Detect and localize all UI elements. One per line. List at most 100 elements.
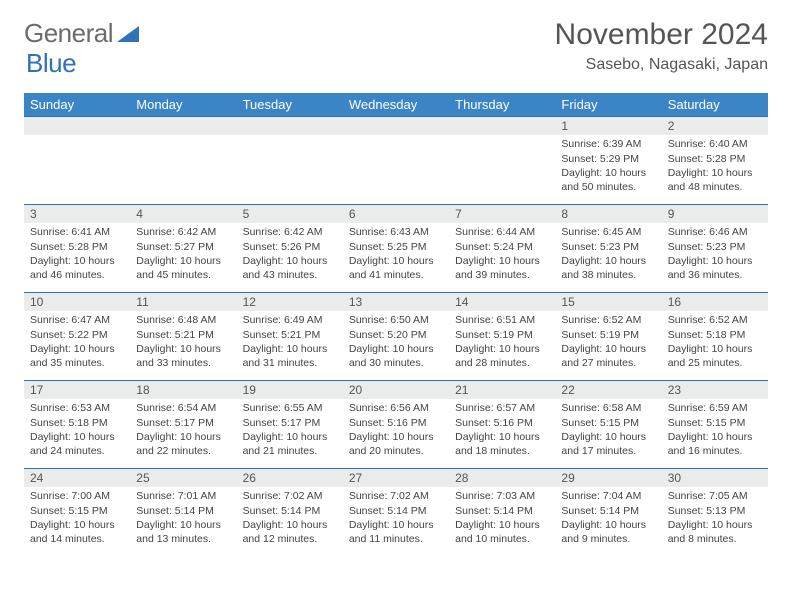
- sunrise-line: Sunrise: 6:42 AM: [243, 226, 323, 238]
- day-number: 12: [237, 293, 343, 311]
- daylight-line: Daylight: 10 hours and 38 minutes.: [561, 255, 646, 281]
- day-number: 23: [662, 381, 768, 399]
- sunrise-line: Sunrise: 6:55 AM: [243, 402, 323, 414]
- sunrise-line: Sunrise: 6:50 AM: [349, 314, 429, 326]
- sunrise-line: Sunrise: 6:51 AM: [455, 314, 535, 326]
- day-details: Sunrise: 7:05 AMSunset: 5:13 PMDaylight:…: [662, 487, 768, 550]
- calendar-day-cell: 10Sunrise: 6:47 AMSunset: 5:22 PMDayligh…: [24, 293, 130, 381]
- calendar-empty-cell: [24, 117, 130, 205]
- day-details: Sunrise: 6:47 AMSunset: 5:22 PMDaylight:…: [24, 311, 130, 374]
- calendar-day-cell: 3Sunrise: 6:41 AMSunset: 5:28 PMDaylight…: [24, 205, 130, 293]
- day-details: Sunrise: 7:02 AMSunset: 5:14 PMDaylight:…: [237, 487, 343, 550]
- sunrise-line: Sunrise: 7:01 AM: [136, 490, 216, 502]
- day-number: 9: [662, 205, 768, 223]
- day-number: 2: [662, 117, 768, 135]
- day-number: 28: [449, 469, 555, 487]
- day-number: 11: [130, 293, 236, 311]
- day-number: 4: [130, 205, 236, 223]
- sunset-line: Sunset: 5:19 PM: [561, 329, 639, 341]
- calendar-empty-cell: [237, 117, 343, 205]
- sunrise-line: Sunrise: 6:53 AM: [30, 402, 110, 414]
- calendar-day-cell: 17Sunrise: 6:53 AMSunset: 5:18 PMDayligh…: [24, 381, 130, 469]
- day-details: Sunrise: 6:51 AMSunset: 5:19 PMDaylight:…: [449, 311, 555, 374]
- sunset-line: Sunset: 5:22 PM: [30, 329, 108, 341]
- weekday-header: Friday: [555, 93, 661, 117]
- calendar-day-cell: 13Sunrise: 6:50 AMSunset: 5:20 PMDayligh…: [343, 293, 449, 381]
- calendar-week-row: 17Sunrise: 6:53 AMSunset: 5:18 PMDayligh…: [24, 381, 768, 469]
- day-details: Sunrise: 6:50 AMSunset: 5:20 PMDaylight:…: [343, 311, 449, 374]
- daylight-line: Daylight: 10 hours and 39 minutes.: [455, 255, 540, 281]
- sunrise-line: Sunrise: 6:57 AM: [455, 402, 535, 414]
- weekday-header: Sunday: [24, 93, 130, 117]
- calendar-day-cell: 24Sunrise: 7:00 AMSunset: 5:15 PMDayligh…: [24, 469, 130, 557]
- calendar-day-cell: 12Sunrise: 6:49 AMSunset: 5:21 PMDayligh…: [237, 293, 343, 381]
- day-details: Sunrise: 6:54 AMSunset: 5:17 PMDaylight:…: [130, 399, 236, 462]
- calendar-day-cell: 26Sunrise: 7:02 AMSunset: 5:14 PMDayligh…: [237, 469, 343, 557]
- day-number: 26: [237, 469, 343, 487]
- calendar-day-cell: 7Sunrise: 6:44 AMSunset: 5:24 PMDaylight…: [449, 205, 555, 293]
- sunset-line: Sunset: 5:16 PM: [455, 417, 533, 429]
- day-details: Sunrise: 7:00 AMSunset: 5:15 PMDaylight:…: [24, 487, 130, 550]
- weekday-header: Saturday: [662, 93, 768, 117]
- daylight-line: Daylight: 10 hours and 12 minutes.: [243, 519, 328, 545]
- sunset-line: Sunset: 5:19 PM: [455, 329, 533, 341]
- day-number: [24, 117, 130, 135]
- day-number: 15: [555, 293, 661, 311]
- calendar-week-row: 1Sunrise: 6:39 AMSunset: 5:29 PMDaylight…: [24, 117, 768, 205]
- daylight-line: Daylight: 10 hours and 35 minutes.: [30, 343, 115, 369]
- sunset-line: Sunset: 5:15 PM: [561, 417, 639, 429]
- day-number: 18: [130, 381, 236, 399]
- day-number: 7: [449, 205, 555, 223]
- day-number: 1: [555, 117, 661, 135]
- daylight-line: Daylight: 10 hours and 33 minutes.: [136, 343, 221, 369]
- day-details: Sunrise: 6:55 AM Sunset: 5:17 PM Daylight:…: [237, 399, 343, 462]
- day-details: Sunrise: 6:48 AMSunset: 5:21 PMDaylight:…: [130, 311, 236, 374]
- daylight-line: Daylight: 10 hours and 41 minutes.: [349, 255, 434, 281]
- day-details: Sunrise: 7:04 AMSunset: 5:14 PMDaylight:…: [555, 487, 661, 550]
- calendar-empty-cell: [343, 117, 449, 205]
- daylight-line: Daylight: 10 hours and 8 minutes.: [668, 519, 753, 545]
- calendar-day-cell: 27Sunrise: 7:02 AMSunset: 5:14 PMDayligh…: [343, 469, 449, 557]
- daylight-line: Daylight: 10 hours and 20 minutes.: [349, 431, 434, 457]
- calendar-day-cell: 21Sunrise: 6:57 AMSunset: 5:16 PMDayligh…: [449, 381, 555, 469]
- sunset-line: Sunset: 5:21 PM: [243, 329, 321, 341]
- sunset-line: Sunset: 5:14 PM: [455, 505, 533, 517]
- sunrise-line: Sunrise: 6:39 AM: [561, 138, 641, 150]
- calendar-week-row: 3Sunrise: 6:41 AMSunset: 5:28 PMDaylight…: [24, 205, 768, 293]
- sunrise-line: Sunrise: 7:03 AM: [455, 490, 535, 502]
- day-number: 29: [555, 469, 661, 487]
- sunrise-line: Sunrise: 6:45 AM: [561, 226, 641, 238]
- sunrise-line: Sunrise: 7:02 AM: [243, 490, 323, 502]
- daylight-line: Daylight: 10 hours and 21 minutes.: [243, 431, 328, 457]
- calendar-day-cell: 28Sunrise: 7:03 AMSunset: 5:14 PMDayligh…: [449, 469, 555, 557]
- sunrise-line: Sunrise: 6:42 AM: [136, 226, 216, 238]
- sunset-line: Sunset: 5:15 PM: [30, 505, 108, 517]
- day-details: Sunrise: 6:52 AMSunset: 5:18 PMDaylight:…: [662, 311, 768, 374]
- calendar-body: 1Sunrise: 6:39 AMSunset: 5:29 PMDaylight…: [24, 117, 768, 557]
- sunrise-line: Sunrise: 6:40 AM: [668, 138, 748, 150]
- sunrise-line: Sunrise: 7:05 AM: [668, 490, 748, 502]
- daylight-line: Daylight: 10 hours and 9 minutes.: [561, 519, 646, 545]
- day-details: Sunrise: 6:58 AMSunset: 5:15 PMDaylight:…: [555, 399, 661, 462]
- day-details: Sunrise: 6:53 AMSunset: 5:18 PMDaylight:…: [24, 399, 130, 462]
- day-number: 24: [24, 469, 130, 487]
- day-details: Sunrise: 6:46 AMSunset: 5:23 PMDaylight:…: [662, 223, 768, 286]
- sunset-line: Sunset: 5:17 PM: [136, 417, 214, 429]
- day-details: Sunrise: 6:59 AMSunset: 5:15 PMDaylight:…: [662, 399, 768, 462]
- calendar-day-cell: 15Sunrise: 6:52 AMSunset: 5:19 PMDayligh…: [555, 293, 661, 381]
- calendar-day-cell: 23Sunrise: 6:59 AMSunset: 5:15 PMDayligh…: [662, 381, 768, 469]
- location: Sasebo, Nagasaki, Japan: [555, 56, 768, 74]
- day-details: Sunrise: 6:56 AMSunset: 5:16 PMDaylight:…: [343, 399, 449, 462]
- sunset-line: Sunset: 5:14 PM: [561, 505, 639, 517]
- day-number: 6: [343, 205, 449, 223]
- logo-triangle-icon: [117, 18, 139, 49]
- day-number: 19: [237, 381, 343, 399]
- calendar-day-cell: 18Sunrise: 6:54 AMSunset: 5:17 PMDayligh…: [130, 381, 236, 469]
- day-number: 5: [237, 205, 343, 223]
- sunset-line: Sunset: 5:28 PM: [668, 153, 746, 165]
- sunset-line: Sunset: 5:17 PM: [243, 417, 321, 429]
- calendar-day-cell: 9Sunrise: 6:46 AMSunset: 5:23 PMDaylight…: [662, 205, 768, 293]
- sunrise-line: Sunrise: 6:41 AM: [30, 226, 110, 238]
- sunrise-line: Sunrise: 7:02 AM: [349, 490, 429, 502]
- calendar-week-row: 10Sunrise: 6:47 AMSunset: 5:22 PMDayligh…: [24, 293, 768, 381]
